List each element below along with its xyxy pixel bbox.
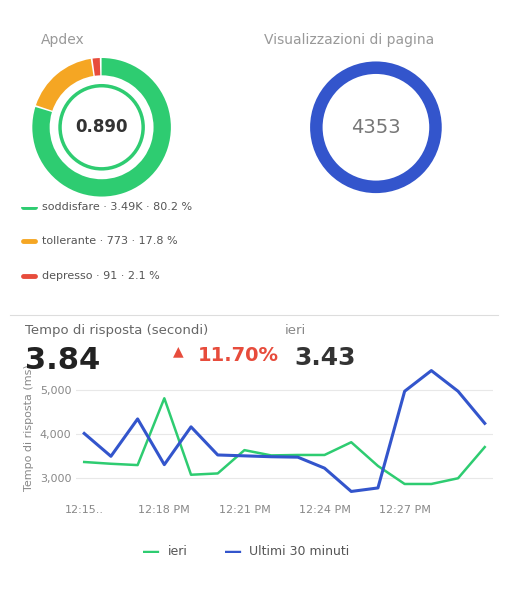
Text: 4353: 4353 xyxy=(351,118,401,137)
Text: depresso · 91 · 2.1 %: depresso · 91 · 2.1 % xyxy=(42,271,160,281)
Text: —: — xyxy=(224,543,242,561)
Wedge shape xyxy=(92,58,100,76)
Wedge shape xyxy=(36,59,93,111)
Text: 0.890: 0.890 xyxy=(75,118,128,136)
Text: soddisfare · 3.49K · 80.2 %: soddisfare · 3.49K · 80.2 % xyxy=(42,202,193,212)
Text: ▲: ▲ xyxy=(173,345,183,359)
Text: Apdex: Apdex xyxy=(41,33,84,47)
Text: 3.43: 3.43 xyxy=(295,346,356,371)
Text: ieri: ieri xyxy=(284,324,306,337)
Text: Ultimi 30 minuti: Ultimi 30 minuti xyxy=(249,545,349,558)
Text: tollerante · 773 · 17.8 %: tollerante · 773 · 17.8 % xyxy=(42,236,178,246)
Text: Tempo di risposta (secondi): Tempo di risposta (secondi) xyxy=(25,324,209,337)
Wedge shape xyxy=(33,58,171,197)
Text: 11.70%: 11.70% xyxy=(198,346,279,365)
Text: ieri: ieri xyxy=(168,545,187,558)
Text: —: — xyxy=(142,543,161,561)
Text: 3.84: 3.84 xyxy=(25,346,101,375)
Text: Visualizzazioni di pagina: Visualizzazioni di pagina xyxy=(264,33,434,47)
Y-axis label: Tempo di risposta (ms): Tempo di risposta (ms) xyxy=(24,364,34,491)
